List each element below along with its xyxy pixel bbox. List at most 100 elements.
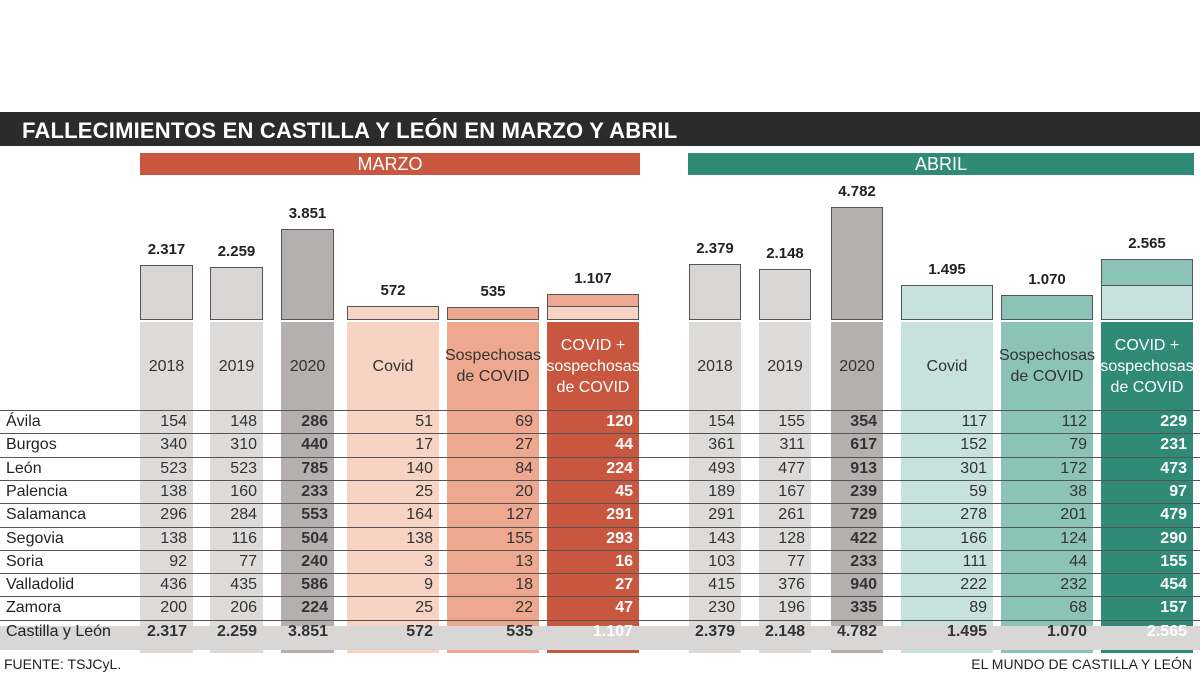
table-cell: 20 <box>515 482 533 500</box>
bar-mark <box>689 263 741 320</box>
table-cell: 155 <box>1160 552 1187 570</box>
table-cell: 154 <box>708 413 735 430</box>
table-cell: 586 <box>301 576 328 594</box>
column-header: 2018 <box>148 357 185 375</box>
column-band <box>210 322 263 653</box>
table-cell: 117 <box>961 413 987 430</box>
table-cell: 617 <box>850 436 877 454</box>
column-band <box>1101 322 1193 653</box>
table-cell: 25 <box>415 482 433 500</box>
table-cell: 79 <box>1069 436 1087 454</box>
table-cell: 232 <box>1060 576 1087 594</box>
bar-value-label: 2.317 <box>147 241 186 259</box>
row-separator <box>0 619 1200 621</box>
table-cell: 224 <box>301 599 328 617</box>
table-cell: 293 <box>606 529 633 547</box>
region-label: Palencia <box>6 482 68 500</box>
table-cell: 13 <box>515 552 533 570</box>
bar-mark <box>210 266 263 320</box>
column-header: 2019 <box>218 357 255 375</box>
table-cell: 206 <box>230 599 257 617</box>
column-header: 2020 <box>289 357 326 375</box>
column-header: Covid <box>372 357 414 375</box>
table-cell: 286 <box>301 413 328 430</box>
table-cell: 291 <box>606 506 633 524</box>
column-header: COVID + sospechosas de COVID <box>546 336 640 396</box>
column-band <box>447 322 539 653</box>
table-cell: 523 <box>160 459 187 477</box>
column-band <box>1001 322 1093 653</box>
total-cell: 1.070 <box>1046 622 1087 640</box>
table-cell: 196 <box>778 599 805 617</box>
total-cell: 2.317 <box>146 622 187 640</box>
table-cell: 553 <box>301 506 328 524</box>
bar-value-label: 572 <box>380 282 406 300</box>
table-cell: 785 <box>301 459 328 477</box>
column-header: 2018 <box>697 357 733 375</box>
bar-value-label: 2.565 <box>1128 235 1166 253</box>
table-cell: 16 <box>615 552 633 570</box>
table-cell: 22 <box>515 599 533 617</box>
bar-mark <box>901 284 993 320</box>
total-cell: 1.107 <box>592 622 633 640</box>
table-cell: 913 <box>850 459 877 477</box>
bar-mark <box>1001 294 1093 320</box>
table-cell: 454 <box>1160 576 1187 594</box>
table-cell: 233 <box>850 552 877 570</box>
table-cell: 27 <box>615 576 633 594</box>
title-bar: FALLECIMIENTOS EN CASTILLA Y LEÓN EN MAR… <box>0 112 1200 146</box>
column-band <box>281 322 334 653</box>
total-cell: 3.851 <box>287 622 328 640</box>
publisher-credit: EL MUNDO DE CASTILLA Y LEÓN <box>971 656 1192 672</box>
table-cell: 361 <box>708 436 735 454</box>
table-cell: 166 <box>960 529 987 547</box>
table-cell: 290 <box>1160 529 1187 547</box>
bar-value-label: 2.148 <box>766 245 804 263</box>
bar-value-label: 1.107 <box>574 269 612 287</box>
bar-value-label: 1.070 <box>1028 270 1066 288</box>
row-separator <box>0 456 1200 458</box>
table-cell: 435 <box>230 576 257 594</box>
row-separator <box>0 549 1200 551</box>
table-cell: 473 <box>1160 459 1187 477</box>
table-cell: 479 <box>1160 506 1187 524</box>
table-cell: 189 <box>708 482 735 500</box>
column-header: Covid <box>926 357 968 375</box>
table-cell: 68 <box>1069 599 1087 617</box>
region-label: Segovia <box>6 529 64 547</box>
table-cell: 229 <box>1160 413 1187 430</box>
total-row-band <box>0 626 1200 650</box>
table-cell: 493 <box>708 459 735 477</box>
table-cell: 940 <box>850 576 877 594</box>
table-cell: 138 <box>160 482 187 500</box>
bar-mark <box>281 229 334 320</box>
table-cell: 436 <box>160 576 187 594</box>
table-cell: 120 <box>606 413 633 430</box>
column-header: Sospechosas de COVID <box>444 347 542 385</box>
bar-mark <box>831 207 883 320</box>
bar-value-label: 2.379 <box>696 239 734 257</box>
column-header: Sospechosas de COVID <box>998 347 1096 385</box>
table-cell: 51 <box>415 413 433 430</box>
table-cell: 278 <box>960 506 987 524</box>
table-cell: 222 <box>960 576 987 594</box>
source-note: FUENTE: TSJCyL. <box>4 656 122 672</box>
bar-segment-covid <box>547 306 639 320</box>
table-cell: 152 <box>960 436 987 454</box>
table-cell: 301 <box>960 459 987 477</box>
table-cell: 172 <box>1060 459 1087 477</box>
bar-mark <box>759 269 811 320</box>
table-cell: 69 <box>515 413 533 430</box>
table-cell: 18 <box>515 576 533 594</box>
table-cell: 44 <box>1069 552 1087 570</box>
table-cell: 477 <box>778 459 805 477</box>
table-cell: 239 <box>850 482 877 500</box>
table-cell: 84 <box>515 459 533 477</box>
table-cell: 523 <box>230 459 257 477</box>
chart-title: FALLECIMIENTOS EN CASTILLA Y LEÓN EN MAR… <box>22 118 678 143</box>
column-header: COVID + sospechosas de COVID <box>1100 336 1194 396</box>
table-cell: 291 <box>708 506 735 524</box>
table-cell: 230 <box>708 599 735 617</box>
bar-value-label: 4.782 <box>838 183 876 200</box>
region-label: León <box>6 459 42 477</box>
